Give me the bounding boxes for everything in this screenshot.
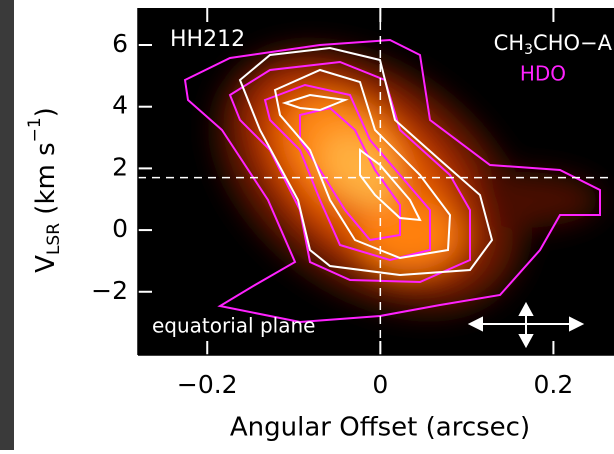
y-label-sup: −1 (25, 117, 45, 142)
y-tick-label: 4 (112, 91, 128, 120)
y-label-sub: LSR (44, 223, 64, 255)
legend-rest: CHO−A (533, 31, 613, 55)
legend-entry: HDO (520, 62, 566, 86)
legend-sub: 3 (524, 42, 533, 58)
x-tick-label: 0 (372, 370, 388, 399)
y-axis-label: VLSR (km s−1) (25, 107, 64, 273)
x-axis-label: Angular Offset (arcsec) (230, 413, 530, 443)
y-tick-label: 0 (112, 214, 128, 243)
plot-area (138, 8, 614, 355)
y-label-end: ) (31, 107, 61, 117)
legend-entry: CH3CHO−A (494, 31, 613, 58)
x-tick-label: −0.2 (177, 370, 238, 399)
scale-arrows (467, 301, 585, 349)
legend-main: CH (494, 31, 524, 55)
plane-label: equatorial plane (152, 314, 315, 338)
contours (183, 38, 601, 324)
y-tick-label: 6 (112, 29, 128, 58)
side-bar (0, 0, 14, 450)
y-label-rest: (km s (31, 142, 61, 223)
axes: −0.2 0 0.2 −2 0 2 4 6 Angular Offset (arcsec) VLS… (25, 8, 614, 443)
y-label-main: V (31, 255, 61, 273)
x-tick-label: 0.2 (534, 370, 574, 399)
y-tick-label: −2 (91, 276, 128, 305)
y-tick-label: 2 (112, 152, 128, 181)
source-label: HH212 (170, 27, 245, 52)
